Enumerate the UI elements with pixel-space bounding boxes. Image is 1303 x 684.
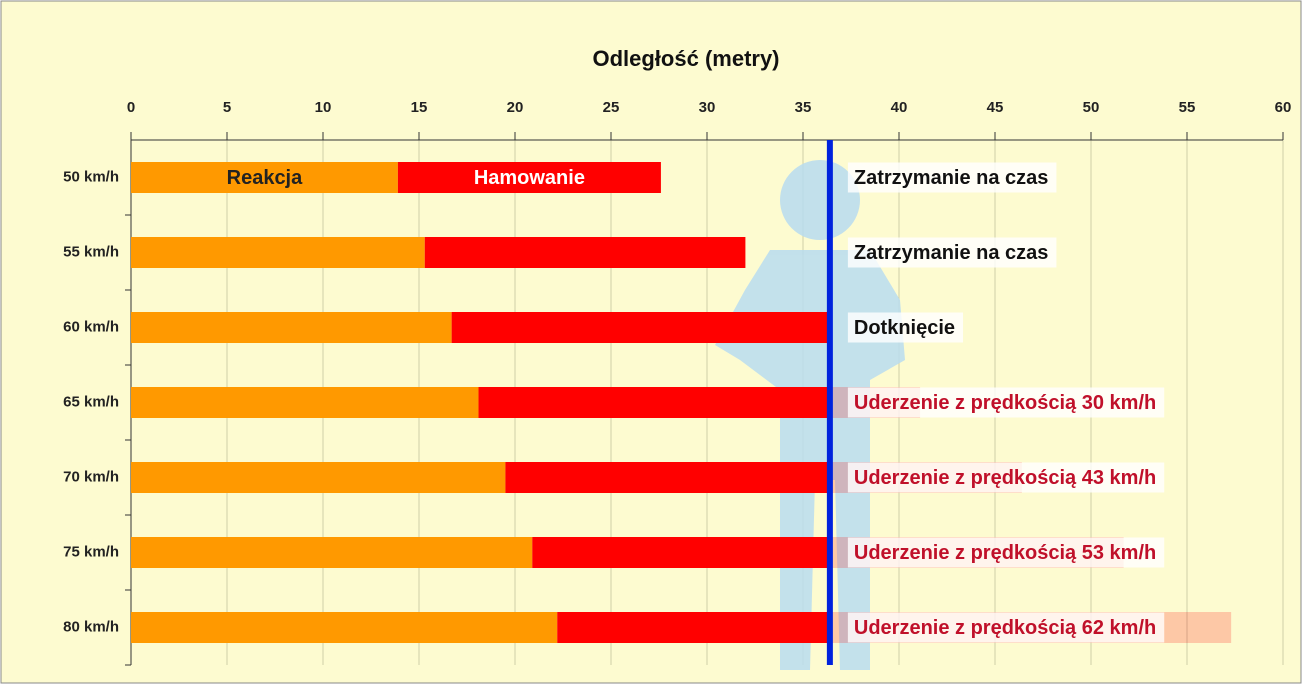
x-tick-label: 50 xyxy=(1083,99,1100,116)
series-label: Hamowanie xyxy=(474,167,585,189)
x-tick-label: 0 xyxy=(127,99,135,116)
axis-title: Odległość (metry) xyxy=(592,46,779,71)
bar xyxy=(131,312,452,343)
annotation: Uderzenie z prędkością 43 km/h xyxy=(854,467,1156,489)
annotation-bg xyxy=(847,162,1057,193)
x-tick-label: 60 xyxy=(1275,99,1292,116)
y-tick-label: 60 km/h xyxy=(63,318,119,335)
x-tick-label: 35 xyxy=(795,99,812,116)
bar xyxy=(131,387,479,418)
x-tick-label: 15 xyxy=(411,99,428,116)
annotation: Zatrzymanie na czas xyxy=(854,242,1049,264)
bar xyxy=(424,237,746,268)
bar xyxy=(557,612,830,643)
annotation: Zatrzymanie na czas xyxy=(854,167,1049,189)
x-tick-label: 20 xyxy=(507,99,524,116)
x-tick-label: 5 xyxy=(223,99,231,116)
x-tick-label: 55 xyxy=(1179,99,1196,116)
annotation-bg xyxy=(847,612,1165,643)
bar xyxy=(505,462,830,493)
series-label: Reakcja xyxy=(227,167,303,189)
bar xyxy=(478,387,830,418)
annotation: Uderzenie z prędkością 53 km/h xyxy=(854,542,1156,564)
bar xyxy=(131,237,425,268)
x-tick-label: 30 xyxy=(699,99,716,116)
annotation-bg xyxy=(847,312,964,343)
bar xyxy=(131,162,398,193)
bar xyxy=(397,162,661,193)
x-tick-label: 45 xyxy=(987,99,1004,116)
bar xyxy=(451,312,830,343)
bar xyxy=(532,537,830,568)
y-tick-label: 55 km/h xyxy=(63,243,119,260)
y-tick-label: 75 km/h xyxy=(63,543,119,560)
bar xyxy=(131,612,558,643)
annotation-bg xyxy=(847,462,1165,493)
annotation-bg xyxy=(847,537,1165,568)
annotation: Dotknięcie xyxy=(854,317,955,339)
annotation-bg xyxy=(847,237,1057,268)
y-tick-label: 65 km/h xyxy=(63,393,119,410)
x-tick-label: 10 xyxy=(315,99,332,116)
bar xyxy=(131,462,506,493)
annotation: Uderzenie z prędkością 62 km/h xyxy=(854,617,1156,639)
annotation-bg xyxy=(847,387,1165,418)
annotation: Uderzenie z prędkością 30 km/h xyxy=(854,392,1156,414)
x-tick-label: 40 xyxy=(891,99,908,116)
y-tick-label: 80 km/h xyxy=(63,618,119,635)
y-tick-label: 50 km/h xyxy=(63,168,119,185)
y-tick-label: 70 km/h xyxy=(63,468,119,485)
x-tick-label: 25 xyxy=(603,99,620,116)
bar xyxy=(131,537,533,568)
